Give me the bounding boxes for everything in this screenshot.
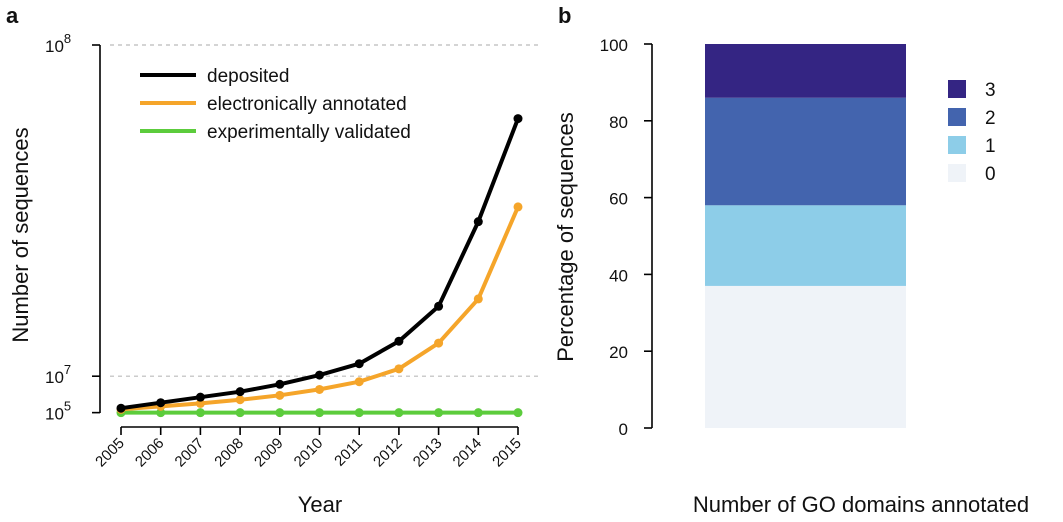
data-point — [394, 408, 404, 418]
data-point — [434, 408, 444, 418]
y-axis-title-b: Percentage of sequences — [553, 112, 578, 362]
data-point — [354, 377, 364, 387]
legend-label: deposited — [207, 66, 289, 87]
x-axis-title: Year — [298, 492, 342, 517]
series-group — [116, 114, 523, 418]
x-tick-label: 2013 — [410, 435, 446, 471]
x-tick-label: 2011 — [331, 435, 366, 470]
data-point — [473, 217, 483, 227]
panel-b-label: b — [558, 3, 571, 28]
legend-label: 1 — [985, 136, 996, 157]
y-tick-label: 108 — [45, 31, 71, 56]
y-tick-label: 0 — [619, 420, 628, 439]
data-point — [473, 294, 483, 304]
data-point — [315, 370, 324, 380]
data-point — [473, 408, 483, 418]
series-line — [120, 117, 520, 411]
y-tick-label: 60 — [609, 190, 628, 209]
y-tick-label: 80 — [609, 113, 628, 132]
legend-label: 0 — [985, 164, 996, 185]
data-point — [235, 395, 245, 405]
legend-swatch — [948, 108, 966, 126]
x-tick-label: 2015 — [489, 435, 525, 471]
data-point — [235, 387, 245, 397]
y-axis-title: Number of sequences — [8, 127, 33, 342]
data-point — [195, 398, 205, 408]
y-axis-ticks-b: 0 20 40 60 80 100 — [600, 36, 652, 439]
y-tick-label: 107 — [45, 362, 71, 387]
x-tick-label: 2008 — [211, 435, 247, 471]
x-tick-label: 2007 — [172, 435, 208, 471]
y-tick-label: 20 — [609, 343, 628, 362]
x-axis-ticks: 2005 2006 2007 2008 2009 2010 2011 2012 2013 2014… — [92, 427, 525, 470]
x-tick-label: 2009 — [251, 435, 287, 471]
data-point — [434, 301, 444, 311]
x-tick-label: 2005 — [92, 435, 128, 471]
bar-segment — [705, 97, 906, 206]
data-point — [156, 398, 166, 408]
legend-label: 3 — [985, 80, 996, 101]
legend-label: 2 — [985, 108, 996, 129]
data-point — [116, 403, 126, 413]
legend-label: electronically annotated — [207, 94, 407, 115]
x-axis-title-b: Number of GO domains annotated — [693, 492, 1029, 517]
legend-label: experimentally validated — [207, 122, 411, 143]
data-point — [156, 408, 166, 418]
data-point — [354, 359, 364, 369]
legend: deposited electronically annotated experim… — [140, 66, 411, 143]
legend-swatch — [948, 80, 966, 98]
data-point — [394, 364, 404, 374]
stacked-bar — [705, 44, 906, 428]
data-point — [195, 408, 205, 418]
data-point — [315, 384, 324, 394]
data-point — [394, 336, 404, 346]
x-tick-label: 2012 — [370, 435, 406, 471]
bar-segment — [705, 285, 906, 428]
data-point — [275, 408, 285, 418]
x-tick-label: 2010 — [291, 435, 327, 471]
legend-swatch — [948, 164, 966, 182]
data-point — [354, 408, 364, 418]
data-point — [513, 408, 523, 418]
data-point — [275, 390, 285, 400]
panel-a-label: a — [6, 3, 19, 28]
data-point — [513, 202, 523, 212]
x-tick-label: 2006 — [132, 435, 168, 471]
data-point — [513, 114, 523, 124]
bar-segment — [705, 44, 906, 98]
data-point — [315, 408, 324, 418]
stacked-bar-panel: 0 20 40 60 80 100 3 2 1 0 Number of GO domains a… — [553, 36, 1029, 517]
y-tick-label: 105 — [45, 399, 71, 424]
legend-swatch — [948, 136, 966, 154]
y-axis-ticks: 105 107 108 — [45, 31, 100, 424]
data-point — [434, 338, 444, 348]
data-point — [195, 392, 205, 402]
x-tick-label: 2014 — [450, 435, 486, 471]
data-point — [275, 379, 285, 389]
legend-b: 3 2 1 0 — [948, 80, 996, 185]
y-tick-label: 40 — [609, 266, 628, 285]
bar-segment — [705, 205, 906, 286]
y-tick-label: 100 — [600, 36, 628, 55]
data-point — [235, 408, 245, 418]
